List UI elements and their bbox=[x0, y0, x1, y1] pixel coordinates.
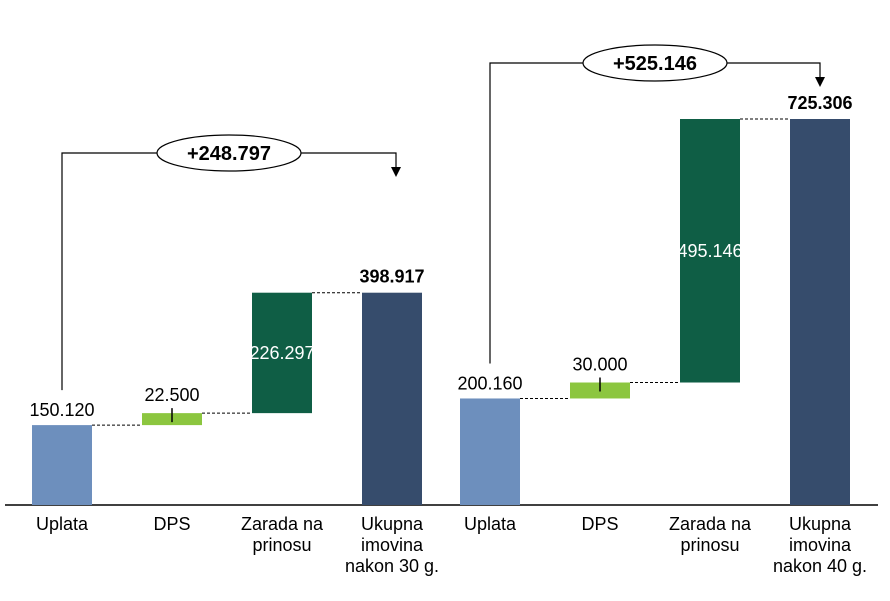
callout-arrow-icon-2 bbox=[815, 77, 825, 87]
callout-label-2: +525.146 bbox=[613, 53, 697, 75]
data-label-dps-2: 30.000 bbox=[572, 355, 627, 375]
callout-ellipse-1 bbox=[156, 134, 302, 172]
data-label-uplata-1: 150.120 bbox=[29, 400, 94, 420]
data-label-total-1: 398.917 bbox=[359, 267, 424, 287]
x-tick-label-1-3: Zarada na prinosu bbox=[241, 514, 324, 555]
x-tick-label-2-4: Ukupna imovina nakon 40 g. bbox=[773, 514, 867, 576]
data-label-zarada-2: 495.146 bbox=[677, 241, 742, 261]
x-tick-label-2-1: Uplata bbox=[464, 514, 517, 534]
callout-arrow-icon-1 bbox=[391, 167, 401, 177]
callout-bracket-2 bbox=[489, 62, 821, 364]
callout-bracket-1 bbox=[61, 152, 397, 391]
bar-ukupna-imovina-nakon-40-g-2 bbox=[790, 119, 850, 505]
bar-ukupna-imovina-nakon-30-g-1 bbox=[362, 292, 422, 505]
x-tick-label-1-2: DPS bbox=[153, 514, 190, 534]
data-label-total-2: 725.306 bbox=[787, 93, 852, 113]
data-label-zarada-1: 226.297 bbox=[249, 343, 314, 363]
data-label-uplata-2: 200.160 bbox=[457, 373, 522, 393]
callout-ellipse-2 bbox=[582, 44, 728, 82]
bar-uplata-2 bbox=[460, 398, 520, 505]
data-label-dps-1: 22.500 bbox=[144, 385, 199, 405]
callout-label-1: +248.797 bbox=[187, 143, 271, 165]
x-tick-label-2-2: DPS bbox=[581, 514, 618, 534]
bar-zarada-na-prinosu-1 bbox=[252, 292, 312, 414]
x-tick-label-1-4: Ukupna imovina nakon 30 g. bbox=[345, 514, 439, 576]
bar-zarada-na-prinosu-2 bbox=[680, 119, 740, 383]
x-tick-label-1-1: Uplata bbox=[36, 514, 89, 534]
x-tick-label-2-3: Zarada na prinosu bbox=[669, 514, 752, 555]
bar-uplata-1 bbox=[32, 425, 92, 505]
